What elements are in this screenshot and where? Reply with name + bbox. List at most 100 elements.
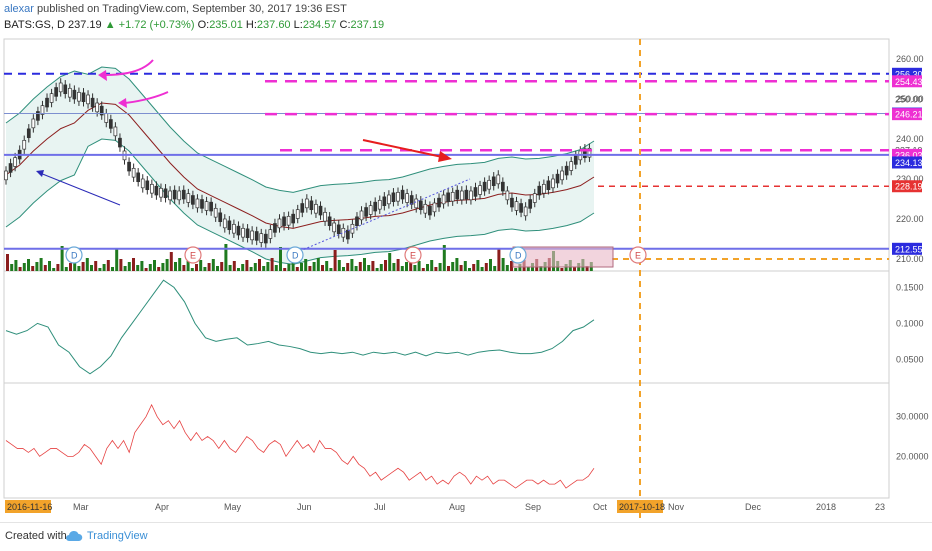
volume-bar — [384, 260, 387, 271]
time-tick-label: Sep — [525, 502, 541, 512]
candle-body — [86, 94, 90, 105]
candle-body — [491, 176, 496, 187]
candle-body — [127, 161, 131, 172]
candle-body — [409, 195, 414, 205]
volume-bar — [119, 259, 123, 271]
volume-bar — [220, 262, 224, 271]
candle-body — [295, 209, 300, 219]
volume-bar — [18, 267, 22, 271]
bollinger-lower-line — [5, 138, 595, 265]
volume-bar — [56, 264, 60, 271]
volume-bar — [27, 259, 30, 271]
indicator1-tick-label: 0.1500 — [896, 282, 924, 292]
indicator2-line — [5, 403, 595, 489]
volume-bar — [14, 260, 18, 271]
volume-bar — [165, 259, 169, 271]
candle-body — [428, 205, 432, 216]
dividend-marker — [286, 246, 304, 264]
candle-body — [336, 224, 341, 235]
candle-body — [291, 213, 296, 224]
volume-bar — [300, 263, 303, 271]
volume-bar — [123, 266, 127, 271]
candle-body — [72, 89, 77, 100]
time-tick-label: Mar — [73, 502, 89, 512]
earnings-marker — [629, 246, 647, 264]
red-arrow-head — [438, 151, 452, 162]
price-label-box — [892, 108, 922, 121]
volume-bar — [73, 259, 77, 271]
candle-body — [587, 147, 592, 158]
symbol-legend: BATS:GS, D 237.19 ▲ +1.72 (+0.73%) O:235… — [4, 19, 384, 31]
volume-bar — [388, 253, 392, 271]
volume-bar — [560, 268, 564, 271]
volume-bar — [98, 268, 102, 271]
candle-body — [532, 193, 537, 203]
volume-bar — [480, 267, 484, 271]
tradingview-brand[interactable]: TradingView — [87, 530, 148, 542]
magenta-arrow-1 — [104, 59, 154, 76]
magenta-arrow-2-head — [118, 98, 127, 108]
date-label-box — [5, 500, 51, 513]
candle-body — [437, 197, 441, 208]
volume-bar — [111, 267, 114, 271]
candle-body — [218, 212, 223, 223]
volume-bar — [245, 260, 249, 271]
candle-body — [377, 199, 382, 210]
volume-bar — [434, 267, 438, 271]
price-tick-label: 260.00 — [896, 54, 924, 64]
candle-body — [186, 193, 191, 203]
candle-body — [113, 126, 118, 137]
bollinger-band-fill — [6, 67, 594, 265]
volume-bar — [274, 265, 278, 271]
volume-bar — [367, 265, 371, 271]
candle-body — [523, 206, 528, 217]
price-label-box — [892, 156, 922, 169]
candle-body — [414, 198, 419, 209]
volume-bar — [283, 268, 287, 271]
close-value: 237.19 — [350, 19, 385, 31]
last-price: 237.19 — [67, 19, 102, 31]
time-tick-label: 23 — [875, 502, 885, 512]
candle-body — [341, 227, 346, 238]
volume-bar — [161, 263, 165, 271]
volume-bar — [295, 267, 299, 271]
candle-body — [136, 172, 141, 183]
candle-body — [236, 225, 241, 236]
candle-body — [418, 200, 423, 211]
candle-body — [200, 199, 204, 209]
candle-body — [263, 233, 268, 244]
candle-body — [245, 228, 250, 239]
candle-body — [181, 189, 186, 200]
candle-body — [542, 183, 546, 194]
price-label-box — [892, 242, 922, 255]
candle-body — [396, 191, 400, 202]
dividend-marker — [65, 246, 83, 264]
volume-bar — [342, 267, 345, 271]
candle-body — [304, 198, 309, 209]
candle-body — [537, 185, 542, 196]
volume-bar — [102, 264, 106, 271]
time-tick-label: Aug — [449, 502, 465, 512]
volume-bar — [35, 262, 39, 271]
candle-body — [432, 202, 437, 213]
bollinger-mid-line — [5, 102, 595, 229]
volume-bar — [325, 261, 329, 271]
up-arrow-icon: ▲ — [104, 19, 116, 31]
candle-body — [45, 97, 49, 108]
chart-canvas[interactable]: D E D E D E 210.00 220.00 230.00 240.00 250.00 260.… — [0, 0, 932, 522]
volume-bar — [438, 263, 442, 271]
volume-bar — [392, 263, 396, 271]
candle-body — [459, 190, 464, 201]
author-link[interactable]: alexar — [4, 3, 34, 15]
volume-bar — [190, 268, 194, 271]
volume-bar — [505, 265, 509, 271]
candle-body — [573, 155, 578, 165]
candle-body — [209, 201, 213, 212]
price-label-box — [892, 75, 922, 88]
volume-bar — [463, 261, 467, 271]
indicator1-tick-label: 0.0500 — [896, 354, 924, 364]
candle-body — [519, 203, 523, 213]
candle-body — [364, 207, 368, 217]
candle-body — [300, 203, 305, 213]
candle-body — [204, 201, 209, 211]
